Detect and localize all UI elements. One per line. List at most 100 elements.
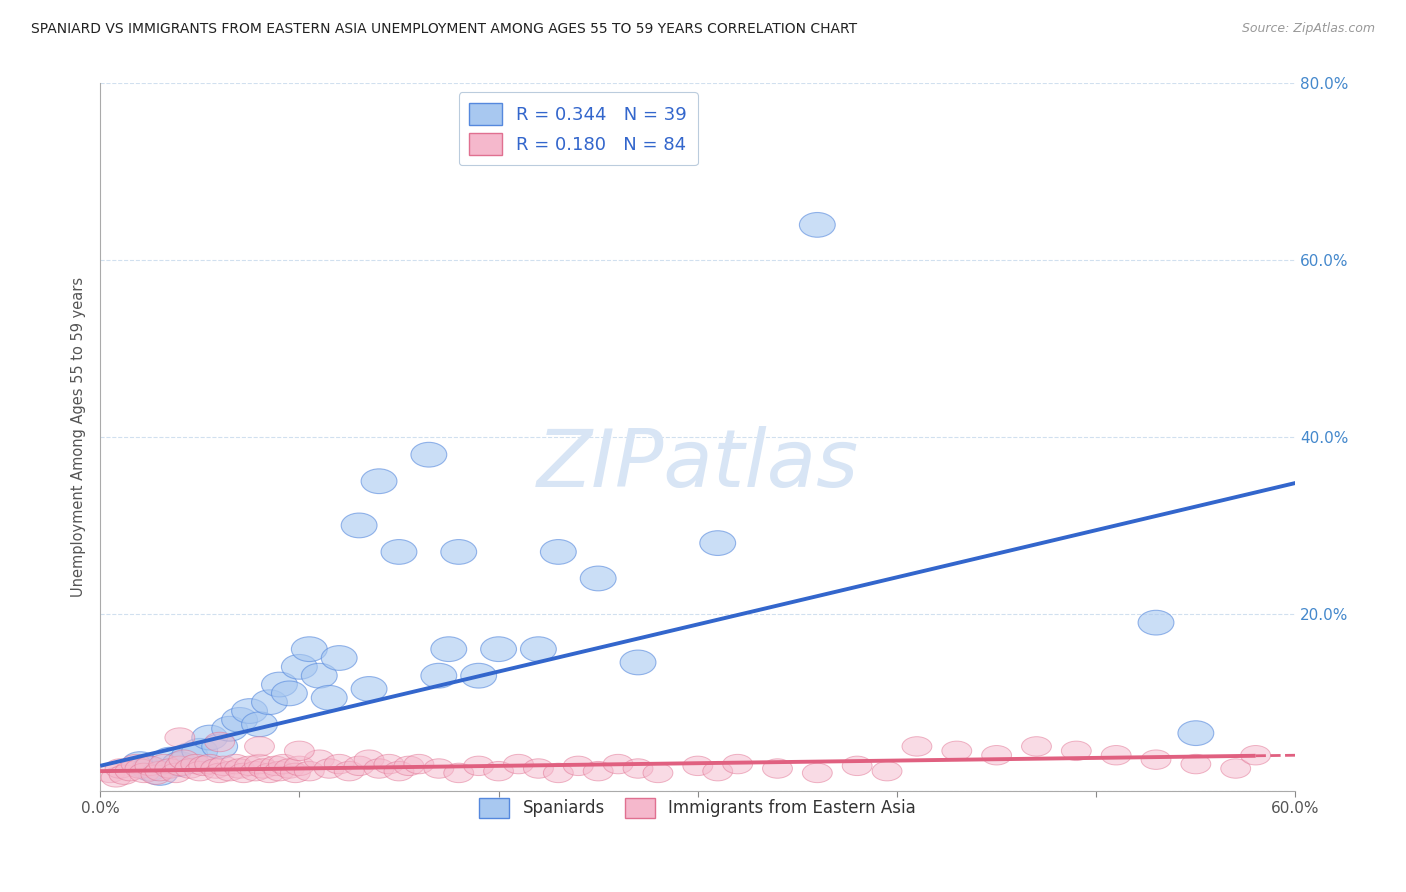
Ellipse shape <box>374 755 404 773</box>
Ellipse shape <box>503 755 533 773</box>
Ellipse shape <box>96 764 125 782</box>
Y-axis label: Unemployment Among Ages 55 to 59 years: Unemployment Among Ages 55 to 59 years <box>72 277 86 597</box>
Ellipse shape <box>523 759 554 778</box>
Ellipse shape <box>284 756 315 775</box>
Ellipse shape <box>264 762 294 780</box>
Ellipse shape <box>121 755 150 773</box>
Ellipse shape <box>543 764 574 782</box>
Ellipse shape <box>1181 755 1211 773</box>
Ellipse shape <box>252 690 287 714</box>
Ellipse shape <box>800 212 835 237</box>
Ellipse shape <box>564 756 593 775</box>
Ellipse shape <box>110 765 139 784</box>
Ellipse shape <box>342 513 377 538</box>
Ellipse shape <box>235 756 264 775</box>
Ellipse shape <box>284 741 315 761</box>
Ellipse shape <box>1240 746 1271 765</box>
Ellipse shape <box>321 646 357 671</box>
Ellipse shape <box>683 756 713 775</box>
Ellipse shape <box>274 759 304 778</box>
Text: ZIPatlas: ZIPatlas <box>537 426 859 504</box>
Ellipse shape <box>280 764 311 782</box>
Ellipse shape <box>301 664 337 688</box>
Ellipse shape <box>762 759 793 778</box>
Ellipse shape <box>315 759 344 778</box>
Ellipse shape <box>291 637 328 662</box>
Ellipse shape <box>205 764 235 782</box>
Ellipse shape <box>344 756 374 775</box>
Ellipse shape <box>335 762 364 780</box>
Ellipse shape <box>464 756 494 775</box>
Ellipse shape <box>205 732 235 752</box>
Ellipse shape <box>208 756 239 775</box>
Ellipse shape <box>201 759 231 778</box>
Ellipse shape <box>304 750 335 770</box>
Ellipse shape <box>294 762 325 780</box>
Ellipse shape <box>141 765 172 784</box>
Ellipse shape <box>1022 737 1052 756</box>
Ellipse shape <box>394 756 423 775</box>
Ellipse shape <box>903 737 932 756</box>
Ellipse shape <box>281 655 318 679</box>
Ellipse shape <box>603 755 633 773</box>
Ellipse shape <box>195 755 225 773</box>
Ellipse shape <box>381 540 418 565</box>
Ellipse shape <box>162 752 198 776</box>
Ellipse shape <box>1220 759 1250 778</box>
Ellipse shape <box>132 756 167 780</box>
Ellipse shape <box>101 768 131 787</box>
Ellipse shape <box>481 637 516 662</box>
Ellipse shape <box>1062 741 1091 761</box>
Ellipse shape <box>262 673 297 697</box>
Ellipse shape <box>122 752 157 776</box>
Ellipse shape <box>271 681 308 706</box>
Ellipse shape <box>703 762 733 780</box>
Ellipse shape <box>352 676 387 701</box>
Ellipse shape <box>229 764 259 782</box>
Ellipse shape <box>142 761 177 785</box>
Ellipse shape <box>191 725 228 750</box>
Ellipse shape <box>484 762 513 780</box>
Ellipse shape <box>461 664 496 688</box>
Ellipse shape <box>169 750 198 770</box>
Ellipse shape <box>1142 750 1171 770</box>
Ellipse shape <box>115 762 145 780</box>
Ellipse shape <box>249 759 278 778</box>
Ellipse shape <box>129 764 159 782</box>
Text: Source: ZipAtlas.com: Source: ZipAtlas.com <box>1241 22 1375 36</box>
Ellipse shape <box>354 750 384 770</box>
Ellipse shape <box>145 762 174 780</box>
Ellipse shape <box>222 707 257 732</box>
Ellipse shape <box>149 755 179 773</box>
Ellipse shape <box>842 756 872 775</box>
Ellipse shape <box>221 755 250 773</box>
Ellipse shape <box>981 746 1011 765</box>
Ellipse shape <box>384 762 413 780</box>
Ellipse shape <box>165 756 195 775</box>
Ellipse shape <box>361 469 396 493</box>
Ellipse shape <box>245 755 274 773</box>
Ellipse shape <box>269 755 298 773</box>
Ellipse shape <box>152 747 188 772</box>
Ellipse shape <box>700 531 735 556</box>
Ellipse shape <box>444 764 474 782</box>
Ellipse shape <box>155 759 184 778</box>
Ellipse shape <box>181 739 218 764</box>
Ellipse shape <box>160 764 191 782</box>
Ellipse shape <box>623 759 652 778</box>
Ellipse shape <box>364 759 394 778</box>
Text: SPANIARD VS IMMIGRANTS FROM EASTERN ASIA UNEMPLOYMENT AMONG AGES 55 TO 59 YEARS : SPANIARD VS IMMIGRANTS FROM EASTERN ASIA… <box>31 22 858 37</box>
Ellipse shape <box>212 716 247 741</box>
Ellipse shape <box>184 762 215 780</box>
Ellipse shape <box>420 664 457 688</box>
Ellipse shape <box>201 734 238 759</box>
Ellipse shape <box>215 762 245 780</box>
Ellipse shape <box>254 764 284 782</box>
Ellipse shape <box>105 759 135 778</box>
Ellipse shape <box>643 764 673 782</box>
Ellipse shape <box>441 540 477 565</box>
Ellipse shape <box>325 755 354 773</box>
Ellipse shape <box>125 759 155 778</box>
Ellipse shape <box>245 737 274 756</box>
Legend: Spaniards, Immigrants from Eastern Asia: Spaniards, Immigrants from Eastern Asia <box>472 791 922 825</box>
